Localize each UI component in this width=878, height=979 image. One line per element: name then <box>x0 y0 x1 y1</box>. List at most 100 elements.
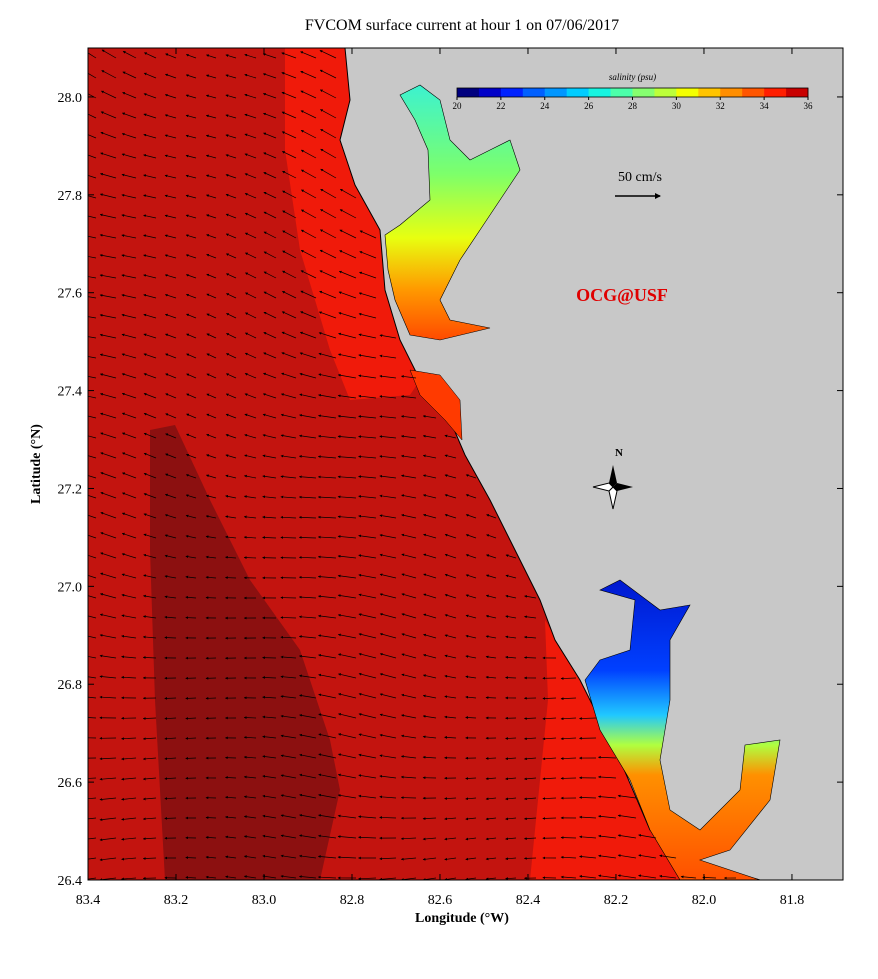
current-arrow <box>444 513 457 519</box>
y-tick-label: 27.2 <box>58 482 83 497</box>
current-arrow <box>318 693 337 699</box>
current-arrow <box>143 472 157 479</box>
current-arrow <box>638 834 657 839</box>
current-arrow <box>317 555 337 559</box>
current-arrow <box>318 332 337 339</box>
colorbar-tick-label: 26 <box>584 101 594 111</box>
current-arrow <box>400 375 417 379</box>
current-arrow <box>185 737 197 740</box>
current-arrow <box>318 773 337 779</box>
current-arrow <box>465 675 477 679</box>
current-arrow <box>263 291 277 299</box>
current-arrow <box>317 434 337 439</box>
current-arrow <box>579 855 597 859</box>
current-arrow <box>337 794 357 799</box>
current-arrow <box>99 857 117 862</box>
current-arrow <box>299 352 317 359</box>
current-arrow <box>88 656 97 659</box>
current-arrow <box>243 795 257 799</box>
current-arrow <box>320 188 337 199</box>
current-arrow <box>143 513 157 519</box>
charlotte-harbor <box>584 579 781 880</box>
current-arrow <box>100 412 117 419</box>
current-arrow <box>282 230 297 239</box>
current-arrow <box>617 794 637 799</box>
current-arrow <box>88 777 97 779</box>
current-arrow <box>282 210 297 219</box>
current-arrow <box>121 412 137 419</box>
current-arrow <box>298 654 317 659</box>
current-arrow <box>143 234 157 239</box>
current-arrow <box>225 373 237 379</box>
current-arrow <box>320 148 337 159</box>
current-arrow <box>300 169 317 179</box>
current-arrow <box>444 454 457 459</box>
current-arrow <box>100 90 117 99</box>
current-arrow <box>143 553 157 559</box>
current-arrow <box>143 254 157 259</box>
current-arrow <box>337 373 357 379</box>
current-arrow <box>243 535 257 539</box>
colorbar-tick-label: 30 <box>672 101 682 111</box>
colorbar-title: salinity (psu) <box>609 72 656 82</box>
current-arrow <box>99 193 117 199</box>
current-arrow <box>560 737 577 741</box>
current-arrow <box>319 69 337 79</box>
current-arrow <box>205 474 217 479</box>
current-arrow <box>143 452 157 459</box>
current-arrow <box>465 716 477 719</box>
current-arrow <box>560 855 577 859</box>
current-arrow <box>423 553 437 559</box>
current-arrow <box>99 613 117 619</box>
current-arrow <box>485 797 497 801</box>
colorbar-segment <box>544 88 567 97</box>
current-arrow <box>263 112 277 119</box>
current-arrow <box>400 454 417 459</box>
current-arrow <box>121 294 137 299</box>
current-arrow <box>524 797 537 801</box>
current-arrow <box>298 875 317 879</box>
current-arrow <box>121 837 137 841</box>
current-arrow <box>121 193 137 199</box>
current-arrow <box>100 552 117 559</box>
current-arrow <box>164 514 177 519</box>
current-arrow <box>617 854 637 859</box>
current-arrow <box>299 753 317 759</box>
x-tick-label: 81.8 <box>780 893 805 908</box>
current-arrow <box>206 373 217 379</box>
current-arrow <box>358 774 377 779</box>
current-arrow <box>301 189 317 199</box>
current-arrow <box>318 713 337 719</box>
current-arrow <box>143 373 157 379</box>
current-arrow <box>121 675 137 679</box>
current-arrow <box>88 376 97 379</box>
current-arrow <box>100 492 117 499</box>
current-arrow <box>88 797 97 800</box>
current-arrow <box>263 311 277 319</box>
current-arrow <box>505 594 517 599</box>
current-arrow <box>379 816 397 819</box>
current-arrow <box>121 573 137 579</box>
current-arrow <box>88 534 97 539</box>
current-arrow <box>465 614 477 619</box>
current-arrow <box>244 113 257 119</box>
current-arrow <box>225 535 237 539</box>
current-arrow <box>300 110 317 119</box>
current-arrow <box>379 553 397 559</box>
current-arrow <box>337 835 357 839</box>
current-arrow <box>379 857 397 861</box>
current-arrow <box>400 415 417 419</box>
current-arrow <box>142 717 157 720</box>
current-arrow <box>164 797 177 800</box>
current-arrow <box>143 154 157 159</box>
current-arrow <box>121 353 137 359</box>
current-arrow <box>282 190 297 199</box>
current-arrow <box>318 753 337 759</box>
current-arrow <box>205 194 217 199</box>
current-arrow <box>379 395 397 399</box>
current-arrow <box>280 454 297 459</box>
colorbar-segment <box>522 88 546 97</box>
current-arrow <box>598 874 617 879</box>
current-arrow <box>422 714 437 719</box>
